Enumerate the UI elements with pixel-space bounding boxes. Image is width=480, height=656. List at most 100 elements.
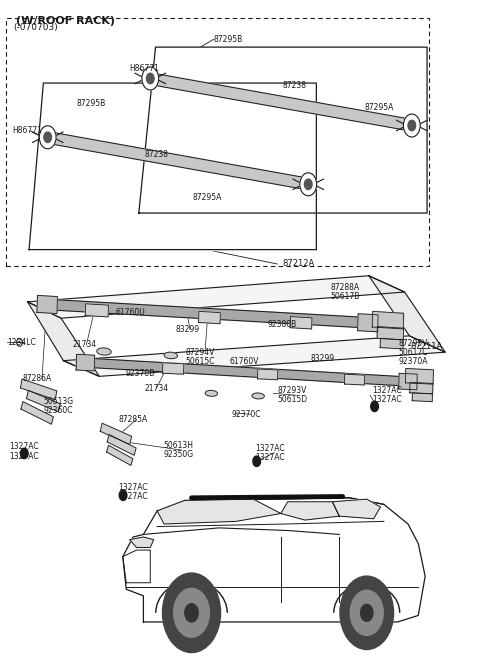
Text: 92370A: 92370A (398, 358, 428, 367)
Circle shape (44, 132, 51, 142)
Text: 87295B: 87295B (214, 35, 243, 44)
Polygon shape (139, 47, 427, 213)
Polygon shape (281, 502, 339, 520)
Text: 87294V: 87294V (186, 348, 215, 358)
Text: 87286A: 87286A (23, 375, 52, 384)
Circle shape (163, 573, 220, 653)
Polygon shape (377, 327, 404, 340)
Polygon shape (344, 374, 365, 385)
Text: 1327AC: 1327AC (118, 492, 148, 501)
Text: 50615C: 50615C (186, 357, 215, 366)
Text: 1327AC: 1327AC (372, 386, 402, 395)
Text: 87238: 87238 (283, 81, 307, 89)
Polygon shape (290, 317, 312, 329)
Circle shape (371, 401, 378, 411)
Circle shape (39, 126, 56, 149)
Text: (W/ROOF RACK): (W/ROOF RACK) (16, 16, 115, 26)
Polygon shape (163, 363, 184, 374)
Polygon shape (85, 358, 408, 386)
Polygon shape (149, 73, 413, 131)
Polygon shape (258, 369, 278, 380)
Circle shape (340, 576, 394, 649)
Polygon shape (358, 314, 378, 332)
Text: 87295V: 87295V (398, 339, 428, 348)
Text: 21734: 21734 (72, 340, 96, 350)
Polygon shape (199, 312, 220, 324)
Ellipse shape (164, 352, 178, 359)
Text: 87212A: 87212A (282, 260, 314, 268)
Circle shape (142, 67, 159, 90)
Polygon shape (85, 304, 108, 317)
Text: 61760V: 61760V (229, 358, 259, 367)
Polygon shape (410, 382, 433, 394)
Polygon shape (332, 499, 381, 519)
Text: 87211A: 87211A (411, 342, 443, 352)
Circle shape (174, 588, 209, 637)
Text: 1327AC: 1327AC (255, 453, 285, 462)
Polygon shape (406, 369, 433, 384)
Text: H86771: H86771 (129, 64, 159, 73)
Text: 50617C: 50617C (398, 348, 428, 358)
Text: 87293V: 87293V (277, 386, 307, 395)
Text: 87295A: 87295A (192, 193, 222, 202)
Polygon shape (28, 302, 99, 377)
Circle shape (185, 604, 198, 622)
Polygon shape (76, 354, 95, 371)
Polygon shape (372, 312, 404, 329)
Polygon shape (107, 445, 133, 466)
Ellipse shape (205, 390, 217, 396)
Text: 50613G: 50613G (43, 397, 73, 405)
Circle shape (403, 114, 420, 137)
Text: 1327AC: 1327AC (255, 443, 285, 453)
Polygon shape (26, 390, 60, 412)
Circle shape (119, 490, 127, 501)
Circle shape (408, 120, 416, 131)
Text: 1327AC: 1327AC (9, 442, 39, 451)
Polygon shape (63, 336, 445, 377)
Polygon shape (412, 393, 432, 401)
Text: (-070703): (-070703) (13, 23, 58, 32)
Polygon shape (21, 379, 57, 400)
Text: 87295B: 87295B (77, 100, 106, 108)
Polygon shape (21, 401, 53, 424)
Text: 83299: 83299 (176, 325, 200, 334)
Text: H86771: H86771 (12, 126, 42, 135)
Text: 92370C: 92370C (231, 410, 261, 419)
Polygon shape (380, 338, 403, 349)
Polygon shape (46, 131, 310, 190)
Circle shape (350, 590, 383, 636)
Text: 87295A: 87295A (364, 103, 394, 112)
Text: 50615D: 50615D (277, 396, 307, 404)
Text: 87285A: 87285A (118, 415, 147, 424)
Polygon shape (107, 434, 136, 455)
Text: 21734: 21734 (144, 384, 168, 392)
Polygon shape (399, 373, 417, 390)
Polygon shape (28, 276, 405, 318)
Polygon shape (29, 83, 316, 250)
Polygon shape (123, 498, 425, 622)
Text: 87288A: 87288A (331, 283, 360, 292)
Ellipse shape (252, 393, 264, 399)
Text: 92370B: 92370B (125, 369, 155, 379)
Text: 50613H: 50613H (164, 441, 193, 450)
Text: 92360C: 92360C (43, 406, 73, 415)
Polygon shape (100, 423, 132, 444)
Text: 87238: 87238 (144, 150, 168, 159)
Text: 50617B: 50617B (331, 292, 360, 301)
Circle shape (300, 173, 317, 195)
Text: 92380B: 92380B (268, 319, 297, 329)
Circle shape (253, 456, 261, 466)
Polygon shape (369, 276, 445, 352)
Circle shape (304, 179, 312, 190)
Circle shape (146, 73, 154, 84)
Text: 83299: 83299 (311, 354, 335, 363)
Text: 1327AC: 1327AC (9, 451, 39, 461)
Text: 1234LC: 1234LC (7, 338, 36, 347)
Polygon shape (130, 537, 154, 548)
Polygon shape (37, 295, 58, 314)
Circle shape (360, 604, 373, 621)
Ellipse shape (97, 348, 111, 355)
Text: 61760U: 61760U (116, 308, 145, 318)
Text: 92350G: 92350G (164, 450, 194, 459)
Text: 1327AC: 1327AC (372, 396, 402, 404)
